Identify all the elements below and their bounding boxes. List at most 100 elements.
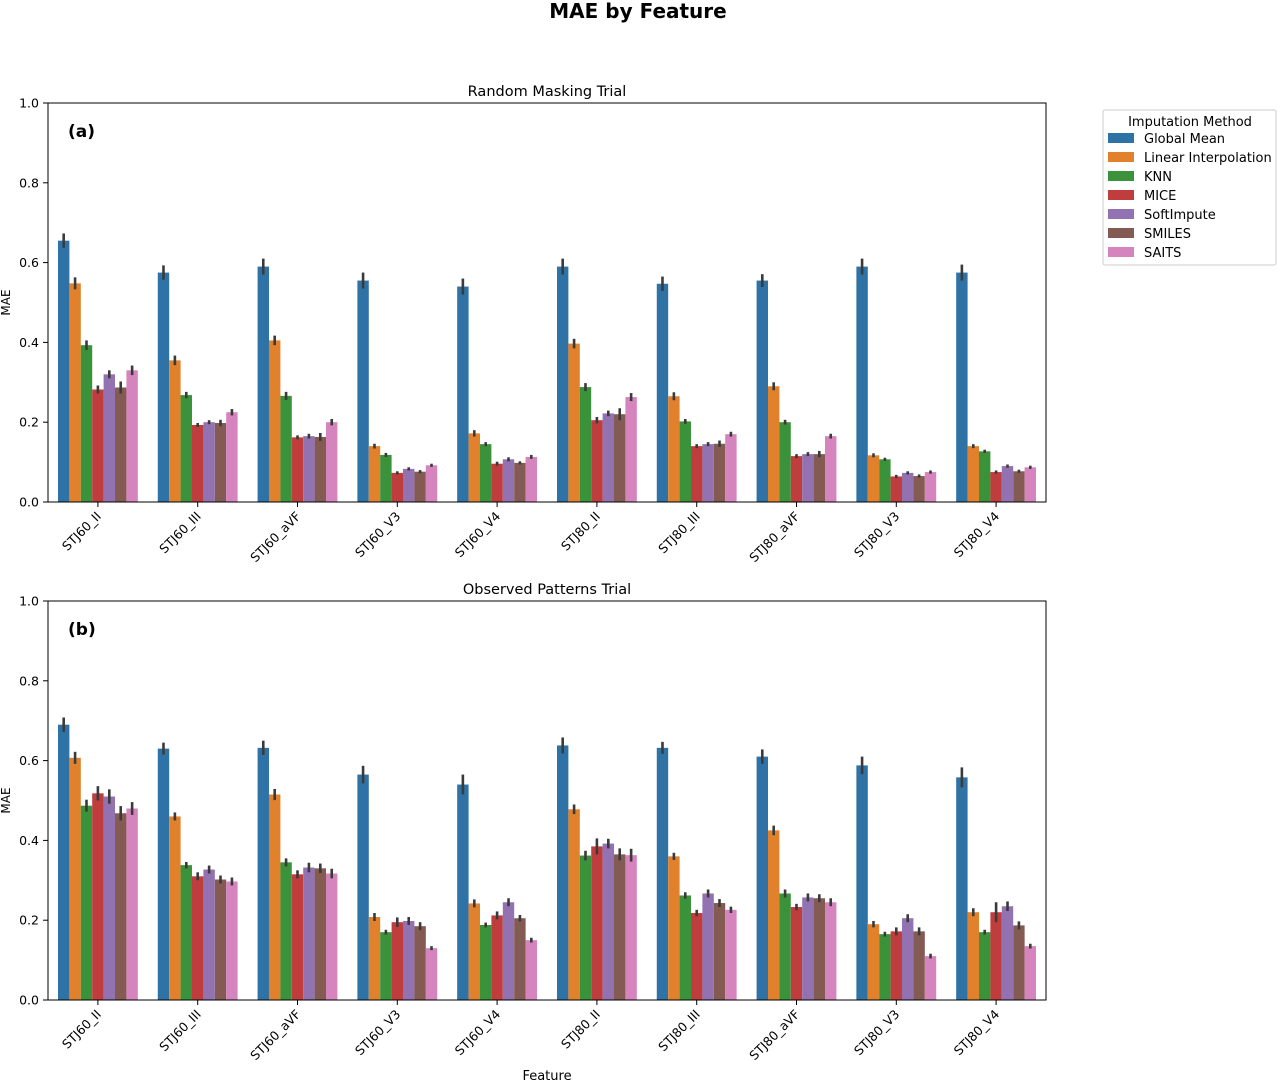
bar-knn-stj80_avf (779, 422, 791, 502)
bar-mice-stj80_ii (591, 420, 603, 502)
bar-linear-interpolation-stj80_avf (767, 386, 780, 502)
bar-linear-interpolation-stj60_iii (169, 816, 181, 1000)
bar-knn-stj80_iii (679, 895, 691, 1000)
bar-softimpute-stj80_avf (802, 454, 814, 502)
bar-linear-interpolation-stj60_ii (69, 757, 81, 1000)
y-tick-label: 0.6 (19, 753, 39, 768)
x-tick-label: STJ60_V3 (352, 509, 404, 561)
bar-smiles-stj60_avf (314, 868, 327, 1000)
y-axis-label: MAE (0, 289, 13, 315)
bar-global-mean-stj80_iii (656, 747, 669, 1000)
bar-knn-stj80_v4 (978, 451, 991, 502)
bar-mice-stj60_v3 (391, 922, 404, 1000)
y-axis-label: MAE (0, 787, 13, 813)
y-tick-label: 0.2 (19, 415, 39, 430)
bar-smiles-stj80_v4 (1013, 925, 1025, 1000)
legend-swatch (1108, 209, 1134, 219)
bar-knn-stj80_ii (579, 855, 592, 1000)
x-tick-label: STJ80_III (655, 509, 703, 557)
bar-knn-stj60_iii (180, 865, 192, 1000)
x-tick-label: STJ60_V4 (452, 508, 504, 560)
y-tick-label: 0.4 (19, 833, 39, 848)
bar-smiles-stj80_v4 (1013, 471, 1025, 502)
bar-saits-stj60_v3 (425, 948, 438, 1000)
bar-global-mean-stj80_iii (656, 283, 669, 502)
bar-global-mean-stj60_iii (157, 272, 170, 502)
bar-saits-stj60_v4 (525, 456, 538, 502)
bar-global-mean-stj80_v3 (856, 765, 868, 1000)
y-tick-label: 0.8 (19, 673, 39, 688)
x-tick-label: STJ80_V3 (851, 1007, 903, 1059)
bar-knn-stj80_ii (579, 387, 592, 502)
bar-mice-stj60_v3 (391, 472, 404, 502)
bar-saits-stj60_ii (126, 808, 138, 1000)
y-tick-label: 0.4 (19, 335, 39, 350)
bar-linear-interpolation-stj60_avf (268, 794, 281, 1000)
bar-knn-stj80_iii (679, 421, 691, 502)
legend-frame (1102, 109, 1277, 266)
legend-swatch (1108, 171, 1134, 181)
bar-global-mean-stj80_v4 (956, 777, 968, 1000)
bar-knn-stj80_v4 (978, 932, 991, 1000)
bar-smiles-stj80_iii (713, 903, 726, 1000)
bar-saits-stj60_avf (326, 422, 338, 502)
bar-softimpute-stj60_v3 (403, 921, 415, 1000)
bar-linear-interpolation-stj60_v3 (368, 917, 381, 1000)
x-tick-label: STJ60_V4 (452, 1006, 504, 1058)
x-tick-label: STJ60_II (59, 509, 104, 554)
bar-smiles-stj60_v3 (414, 926, 426, 1000)
bar-mice-stj80_avf (790, 456, 803, 502)
bar-linear-interpolation-stj60_avf (268, 340, 281, 502)
bar-linear-interpolation-stj80_v3 (867, 455, 880, 502)
bar-knn-stj80_v3 (879, 934, 891, 1000)
legend-swatch (1108, 190, 1134, 200)
x-tick-label: STJ60_II (59, 1007, 104, 1052)
bar-smiles-stj60_ii (115, 387, 127, 502)
bar-smiles-stj80_v3 (913, 476, 925, 502)
bar-softimpute-stj80_v3 (902, 472, 914, 502)
bar-mice-stj80_v4 (990, 472, 1002, 502)
bar-saits-stj60_iii (226, 881, 238, 1000)
bar-saits-stj80_v3 (924, 956, 937, 1000)
bar-saits-stj80_iii (725, 434, 737, 502)
bar-saits-stj80_v4 (1024, 946, 1037, 1000)
bar-mice-stj60_iii (192, 424, 204, 502)
x-tick-label: STJ80_aVF (746, 509, 802, 565)
bar-softimpute-stj80_v3 (902, 918, 914, 1000)
bar-linear-interpolation-stj60_v4 (468, 903, 480, 1000)
legend-label: MICE (1144, 189, 1176, 204)
bar-softimpute-stj60_v4 (502, 459, 515, 502)
bar-mice-stj60_ii (92, 793, 104, 1000)
bar-mice-stj60_iii (192, 876, 204, 1000)
bar-saits-stj80_v4 (1024, 467, 1037, 502)
bar-linear-interpolation-stj60_v3 (368, 446, 381, 502)
legend-label: SoftImpute (1144, 208, 1216, 223)
bar-mice-stj80_avf (790, 907, 803, 1000)
bar-global-mean-stj80_v4 (956, 272, 968, 502)
plot-frame (47, 600, 1047, 1001)
x-axis-label: Feature (522, 1069, 571, 1083)
bar-smiles-stj80_ii (614, 414, 626, 502)
bar-global-mean-stj80_ii (556, 266, 569, 502)
legend-label: Linear Interpolation (1144, 151, 1272, 166)
legend-swatch (1108, 247, 1134, 257)
bar-saits-stj60_v3 (425, 465, 438, 502)
bar-softimpute-stj80_v4 (1001, 466, 1014, 502)
bar-knn-stj60_avf (280, 395, 292, 502)
bar-knn-stj80_v3 (879, 459, 891, 502)
bar-linear-interpolation-stj80_iii (668, 396, 680, 502)
bar-saits-stj80_ii (625, 855, 637, 1000)
y-tick-label: 1.0 (19, 594, 39, 609)
bar-linear-interpolation-stj60_ii (69, 283, 81, 502)
bar-global-mean-stj80_ii (556, 745, 569, 1000)
bar-knn-stj60_avf (280, 862, 292, 1000)
bar-mice-stj60_avf (291, 437, 304, 502)
bar-smiles-stj60_v4 (514, 918, 526, 1000)
bar-smiles-stj80_v3 (913, 931, 925, 1000)
plot-frame (47, 102, 1047, 503)
x-tick-label: STJ80_V3 (851, 509, 903, 561)
x-tick-label: STJ80_II (558, 509, 603, 554)
bar-global-mean-stj60_ii (57, 724, 70, 1000)
bar-smiles-stj60_iii (214, 879, 227, 1000)
